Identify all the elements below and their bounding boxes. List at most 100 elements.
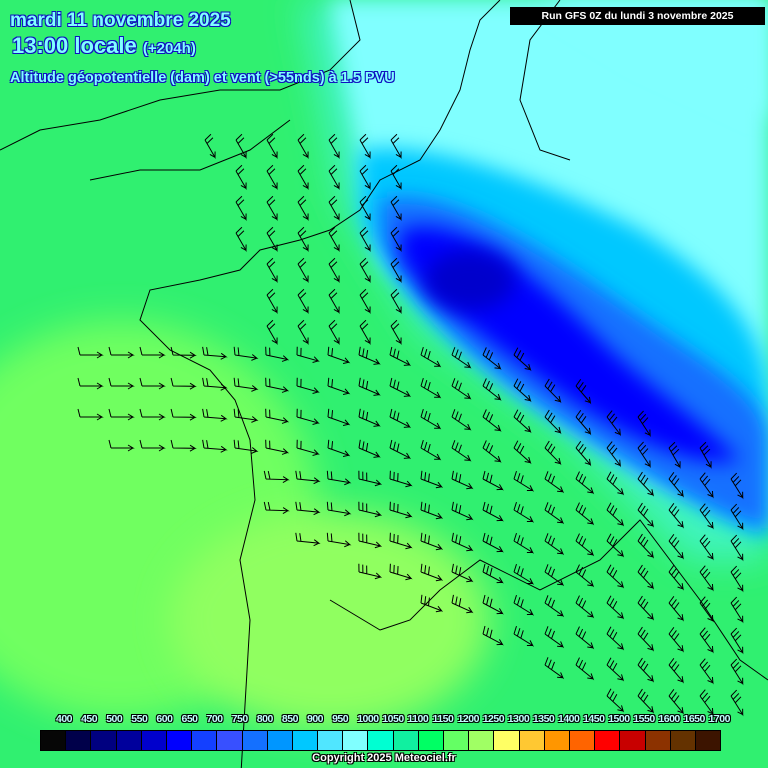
- wind-barb: [420, 346, 442, 368]
- wind-barb: [170, 439, 197, 452]
- wind-barb: [575, 502, 595, 526]
- wind-barb: [202, 408, 228, 422]
- legend-swatch: [595, 731, 621, 750]
- wind-barb: [202, 439, 228, 453]
- wind-barb: [606, 626, 625, 651]
- local-time: 13:00 locale: [12, 33, 137, 58]
- wind-barb: [389, 408, 412, 429]
- wind-barb: [513, 625, 534, 647]
- wind-barb: [202, 377, 228, 391]
- wind-barb: [359, 195, 371, 222]
- wind-barb: [297, 164, 309, 191]
- legend-swatch: [368, 731, 394, 750]
- legend-label: 850: [281, 713, 299, 725]
- wind-barb: [575, 533, 595, 557]
- wind-barb: [390, 319, 402, 346]
- legend-labels: 400 450 500 550 600 650 700 750 800 850 900 950 1000…: [40, 713, 730, 727]
- wind-barb: [327, 439, 351, 457]
- wind-barb: [297, 257, 309, 284]
- wind-barb: [575, 564, 595, 588]
- wind-barb: [359, 133, 371, 160]
- wind-barb: [358, 439, 381, 458]
- wind-barb: [544, 595, 565, 618]
- wind-barb: [266, 195, 278, 222]
- legend-label: 1300: [507, 713, 530, 725]
- wind-barb: [482, 470, 504, 491]
- wind-barb: [297, 195, 309, 222]
- wind-barb: [389, 532, 413, 550]
- legend-swatch: [343, 731, 369, 750]
- wind-barb: [233, 346, 259, 361]
- legend-swatch: [519, 731, 545, 750]
- wind-barb: [637, 564, 655, 590]
- wind-barb: [668, 441, 681, 469]
- wind-barb: [420, 470, 444, 489]
- wind-barb: [668, 565, 684, 591]
- legend-label: 1000: [357, 713, 379, 725]
- wind-barb: [575, 409, 592, 436]
- wind-barb: [263, 470, 290, 484]
- wind-barb: [668, 472, 684, 498]
- forecast-time: 13:00 locale (+204h): [12, 33, 196, 59]
- wind-barb: [327, 346, 351, 364]
- wind-barb: [235, 226, 247, 253]
- legend-swatch: [569, 731, 596, 750]
- wind-barb: [266, 288, 278, 315]
- legend-label: 450: [81, 713, 98, 725]
- wind-barb: [389, 470, 413, 488]
- wind-barb: [295, 532, 321, 547]
- wind-barb: [420, 563, 444, 582]
- wind-barb: [235, 133, 247, 160]
- legend-label: 550: [131, 713, 148, 725]
- wind-barb: [420, 439, 442, 461]
- wind-barb: [233, 439, 259, 454]
- legend-swatch: [166, 731, 193, 750]
- legend-label: 1350: [532, 713, 555, 725]
- wind-barb: [606, 471, 625, 496]
- legend-label: 1700: [708, 713, 731, 725]
- legend-swatch: [116, 731, 142, 750]
- wind-barb: [606, 595, 625, 620]
- legend-swatch: [66, 731, 92, 750]
- legend-label: 400: [56, 713, 73, 725]
- wind-barb: [575, 440, 592, 467]
- wind-barb: [328, 133, 340, 160]
- wind-barb: [265, 346, 290, 362]
- wind-barb: [482, 347, 502, 371]
- wind-barb: [637, 657, 655, 683]
- wind-barb: [637, 595, 655, 621]
- wind-barb: [328, 288, 340, 315]
- wind-barb: [668, 596, 684, 622]
- wind-barbs: [77, 133, 744, 717]
- wind-barb: [699, 565, 714, 592]
- wind-barb: [513, 378, 532, 403]
- wind-barb: [359, 226, 371, 253]
- wind-barb: [266, 226, 278, 253]
- wind-barb: [637, 688, 655, 714]
- wind-barb: [263, 501, 290, 515]
- legend-swatch: [645, 731, 671, 750]
- wind-barb: [699, 534, 714, 561]
- wind-barb: [265, 408, 290, 424]
- legend-swatch: [444, 731, 470, 750]
- wind-barb: [295, 501, 321, 516]
- wind-barb: [451, 347, 472, 369]
- wind-barb: [327, 408, 351, 426]
- wind-barb: [451, 501, 474, 521]
- wind-barb: [730, 658, 744, 686]
- wind-barb: [328, 257, 340, 284]
- wind-barb: [328, 226, 340, 253]
- legend-swatch: [141, 731, 167, 750]
- wind-barb: [389, 563, 413, 581]
- wind-barb: [637, 533, 655, 559]
- legend-label: 900: [307, 713, 324, 725]
- wind-barb: [235, 164, 247, 191]
- legend-label: 1200: [457, 713, 480, 725]
- wind-barb: [482, 594, 504, 615]
- wind-barb: [328, 195, 340, 222]
- wind-barb: [575, 626, 595, 650]
- wind-barb: [451, 532, 474, 552]
- wind-barb: [326, 532, 352, 548]
- wind-barb: [606, 441, 621, 468]
- wind-barb: [451, 440, 472, 462]
